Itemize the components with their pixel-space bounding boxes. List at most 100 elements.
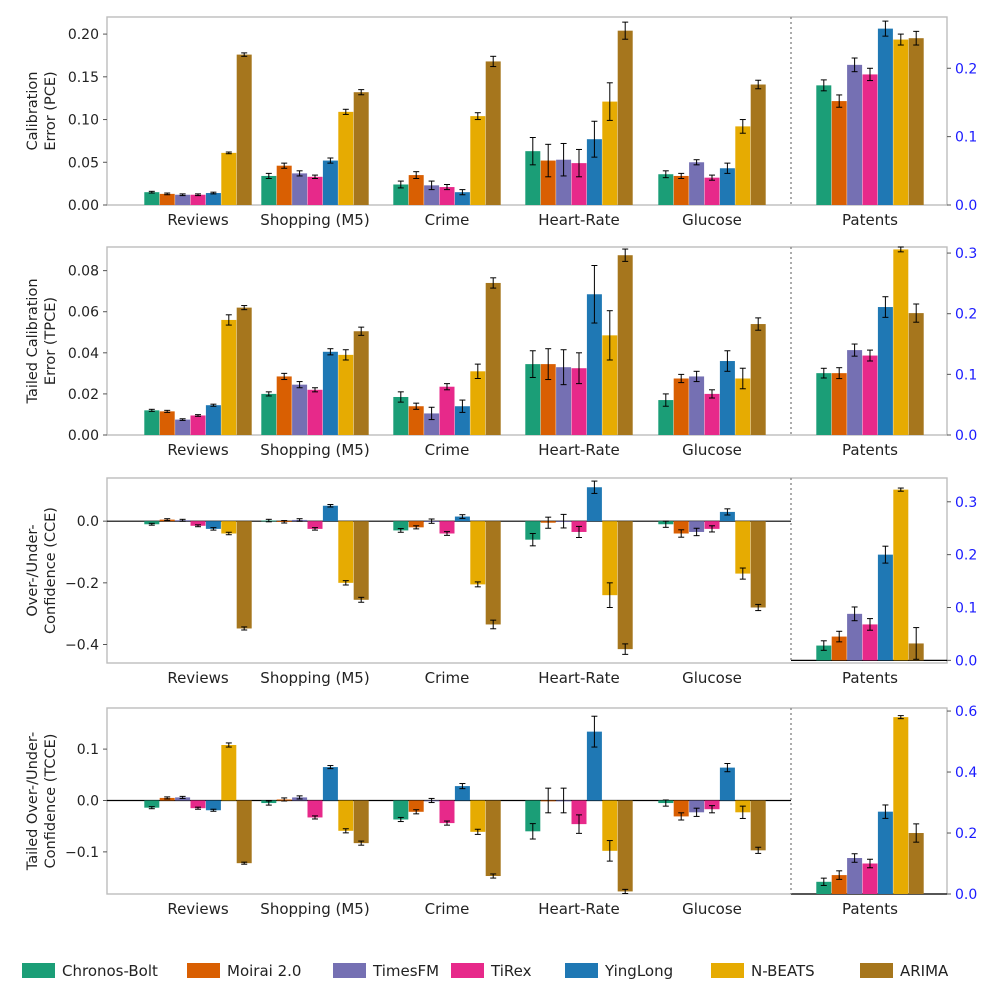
bar-moirai-2-0: [831, 373, 847, 435]
bar-chronos-bolt: [525, 800, 541, 832]
bar-timesfm: [424, 185, 440, 205]
bar-n-beats: [602, 335, 618, 435]
bar-n-beats: [338, 800, 354, 831]
bar-tirex: [704, 393, 720, 435]
bar-moirai-2-0: [831, 636, 847, 661]
y-axis-label-line: Error (TPCE): [43, 297, 59, 385]
bar-yinglong: [454, 406, 470, 435]
bar-arima: [617, 255, 633, 435]
bar-moirai-2-0: [673, 175, 689, 205]
x-tick-label: Heart-Rate: [538, 669, 620, 687]
x-tick-label: Shopping (M5): [260, 900, 369, 918]
y-tick-label-right: 0.0: [955, 198, 977, 214]
y-tick-label-right: 0.4: [955, 765, 977, 781]
bar-moirai-2-0: [159, 411, 175, 435]
bar-chronos-bolt: [525, 151, 541, 205]
bar-chronos-bolt: [816, 373, 832, 435]
bar-timesfm: [847, 858, 863, 894]
bar-chronos-bolt: [393, 800, 409, 820]
y-tick-label: 0.06: [68, 305, 99, 321]
bar-yinglong: [454, 192, 470, 205]
bar-tirex: [190, 194, 206, 205]
bar-tirex: [307, 176, 323, 205]
legend-label: Chronos-Bolt: [62, 962, 158, 980]
bar-tirex: [862, 863, 878, 894]
bar-arima: [485, 800, 501, 877]
legend-label: Moirai 2.0: [227, 962, 301, 980]
legend-swatch: [565, 963, 598, 978]
y-tick-label: 0.0: [77, 514, 99, 530]
y-tick-label: 0.00: [68, 428, 99, 444]
x-tick-label: Patents: [842, 211, 898, 229]
y-tick-label: −0.4: [65, 638, 99, 654]
bar-chronos-bolt: [393, 184, 409, 205]
y-tick-label: 0.10: [68, 113, 99, 129]
y-tick-label: 0.05: [68, 155, 99, 171]
bar-timesfm: [847, 64, 863, 205]
x-tick-label: Crime: [425, 669, 470, 687]
bar-arima: [908, 38, 924, 206]
bar-timesfm: [175, 194, 191, 205]
bar-chronos-bolt: [525, 364, 541, 435]
x-tick-label: Heart-Rate: [538, 211, 620, 229]
bar-tirex: [862, 624, 878, 661]
bar-chronos-bolt: [144, 410, 160, 435]
y-tick-label: 0.0: [77, 793, 99, 809]
bar-yinglong: [586, 487, 602, 522]
y-tick-label-right: 0.0: [955, 887, 977, 903]
x-tick-label: Patents: [842, 900, 898, 918]
bar-chronos-bolt: [816, 645, 832, 661]
bar-tirex: [862, 74, 878, 206]
bar-n-beats: [735, 378, 751, 435]
bar-n-beats: [602, 521, 618, 596]
bar-yinglong: [877, 28, 893, 205]
bar-n-beats: [735, 521, 751, 574]
y-tick-label: 0.04: [68, 346, 99, 362]
bar-moirai-2-0: [673, 521, 689, 534]
legend-swatch: [22, 963, 55, 978]
y-tick-label-right: 0.2: [955, 826, 977, 842]
x-tick-label: Shopping (M5): [260, 669, 369, 687]
bar-n-beats: [221, 152, 237, 205]
bar-tirex: [571, 368, 587, 435]
bar-tirex: [307, 521, 323, 529]
bar-chronos-bolt: [658, 400, 674, 435]
y-axis-label-line: Confidence (TCCE): [43, 734, 59, 869]
bar-arima: [750, 521, 766, 608]
bar-yinglong: [322, 351, 338, 435]
bar-n-beats: [221, 521, 237, 534]
legend-swatch: [187, 963, 220, 978]
bar-timesfm: [292, 384, 308, 435]
bar-tirex: [439, 521, 455, 534]
legend-label: TiRex: [490, 962, 532, 980]
bar-tirex: [439, 386, 455, 435]
bar-yinglong: [205, 405, 221, 435]
y-axis-label: Tailed Over-/Under- Confidence (TCCE): [25, 732, 59, 871]
bar-chronos-bolt: [393, 521, 409, 531]
bar-arima: [353, 521, 369, 600]
y-axis-label: Over-/Under- Confidence (CCE): [25, 507, 59, 634]
bar-timesfm: [847, 350, 863, 435]
bar-arima: [485, 61, 501, 205]
bar-n-beats: [893, 249, 909, 435]
y-tick-label: −0.2: [65, 576, 99, 592]
x-tick-label: Crime: [425, 211, 470, 229]
bar-moirai-2-0: [831, 101, 847, 205]
bar-chronos-bolt: [816, 85, 832, 205]
panel-3: −0.4 −0.2 0.0 0.0 0.1 0.2 0.3 Reviews Shopping (…: [25, 477, 977, 687]
bar-chronos-bolt: [261, 175, 277, 205]
bar-n-beats: [338, 354, 354, 435]
y-tick-label: 0.20: [68, 27, 99, 43]
bar-timesfm: [556, 367, 572, 435]
bar-tirex: [704, 800, 720, 810]
bar-yinglong: [322, 160, 338, 205]
bar-chronos-bolt: [144, 192, 160, 205]
panel-2: 0.00 0.02 0.04 0.06 0.08 0.0 0.1 0.2 0.3 Reviews S…: [25, 246, 977, 459]
y-tick-label-right: 0.1: [955, 367, 977, 383]
y-tick-label-right: 0.0: [955, 428, 977, 444]
bar-n-beats: [470, 521, 486, 585]
y-tick-label: −0.1: [65, 845, 99, 861]
bar-arima: [908, 313, 924, 435]
y-tick-label-right: 0.2: [955, 61, 977, 77]
y-axis-label-line: Over-/Under-: [25, 524, 41, 616]
